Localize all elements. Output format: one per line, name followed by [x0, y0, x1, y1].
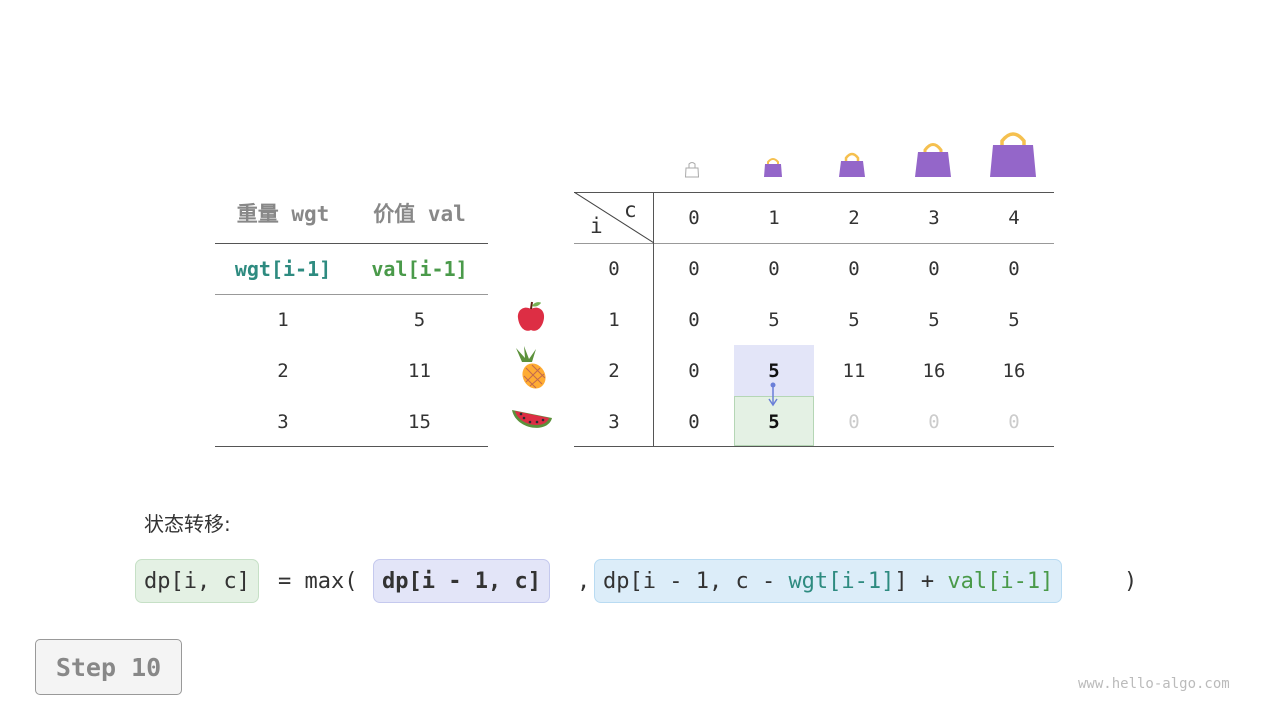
dp-cell-3-4: 0 [1008, 410, 1020, 433]
dp-cell-2-2: 11 [842, 359, 866, 382]
corner-i-label: i [590, 214, 603, 238]
transition-arrow [768, 382, 778, 407]
pineapple-icon [516, 346, 546, 389]
val-3: 15 [408, 410, 431, 433]
watermark: www.hello-algo.com [1078, 676, 1230, 692]
dp-cell-2-4: 16 [1002, 359, 1026, 382]
val-1: 5 [413, 308, 426, 331]
dp-cell-3-1: 5 [768, 410, 780, 433]
wgt-2: 2 [277, 359, 289, 382]
bag-4-icon [990, 132, 1036, 177]
dp-cell-0-4: 0 [1008, 257, 1020, 280]
opt2-val: val[i-1] [947, 568, 1054, 594]
dp-cell-1-4: 5 [1008, 308, 1020, 331]
dp-cell-1-2: 5 [848, 308, 860, 331]
dp-cell-1-3: 5 [928, 308, 940, 331]
dp-cell-3-0: 0 [688, 410, 700, 433]
dp-cell-0-1: 0 [768, 257, 780, 280]
bag-1-icon [764, 158, 782, 177]
dp-cell-2-3: 16 [922, 359, 946, 382]
opt2-wgt: wgt[i-1] [788, 568, 895, 594]
watermelon-icon [512, 410, 552, 428]
row-header-1: 1 [608, 308, 620, 331]
col-header-1: 1 [768, 206, 780, 229]
row-header-3: 3 [608, 410, 620, 433]
corner-diagonal [574, 192, 654, 244]
dp-cell-3-3: 0 [928, 410, 940, 433]
wgt-3: 3 [277, 410, 289, 433]
row-header-2: 2 [608, 359, 620, 382]
dp-cell-0-2: 0 [848, 257, 860, 280]
dp-cell-2-1: 5 [768, 359, 780, 382]
dp-cell-1-1: 5 [768, 308, 780, 331]
formula-label: 状态转移: [144, 512, 231, 536]
formula-option-1: dp[i - 1, c] [373, 559, 550, 603]
col-header-2: 2 [848, 206, 860, 229]
dp-cell-3-2: 0 [848, 410, 860, 433]
row-header-0: 0 [608, 257, 620, 280]
source-cell-highlight [734, 345, 814, 396]
step-label: Step 10 [35, 639, 182, 695]
header-value: 价值 val [373, 201, 466, 226]
formula-comma: , [577, 568, 591, 594]
dp-cell-1-0: 0 [688, 308, 700, 331]
formula-eq: = max( [278, 568, 358, 594]
subheader-val: val[i-1] [371, 256, 468, 281]
bag-empty-icon [684, 162, 700, 178]
formula-close: ) [1124, 568, 1138, 594]
subheader-wgt: wgt[i-1] [234, 256, 332, 281]
header-weight: 重量 wgt [236, 201, 330, 226]
dp-cell-2-0: 0 [688, 359, 700, 382]
dp-cell-0-0: 0 [688, 257, 700, 280]
dp-cell-0-3: 0 [928, 257, 940, 280]
formula-lhs: dp[i, c] [135, 559, 259, 603]
opt2-part-a: dp[i - 1, c - [603, 568, 789, 594]
val-2: 11 [408, 359, 431, 382]
col-header-0: 0 [688, 206, 700, 229]
corner-c-label: c [624, 198, 637, 222]
bag-3-icon [915, 143, 951, 177]
formula-option-2: dp[i - 1, c - wgt[i-1]] + val[i-1] [594, 559, 1063, 603]
apple-icon [517, 301, 545, 331]
col-header-3: 3 [928, 206, 940, 229]
wgt-1: 1 [277, 308, 289, 331]
bag-2-icon [839, 152, 865, 177]
opt2-part-b: ] + [894, 568, 948, 594]
col-header-4: 4 [1008, 206, 1020, 229]
